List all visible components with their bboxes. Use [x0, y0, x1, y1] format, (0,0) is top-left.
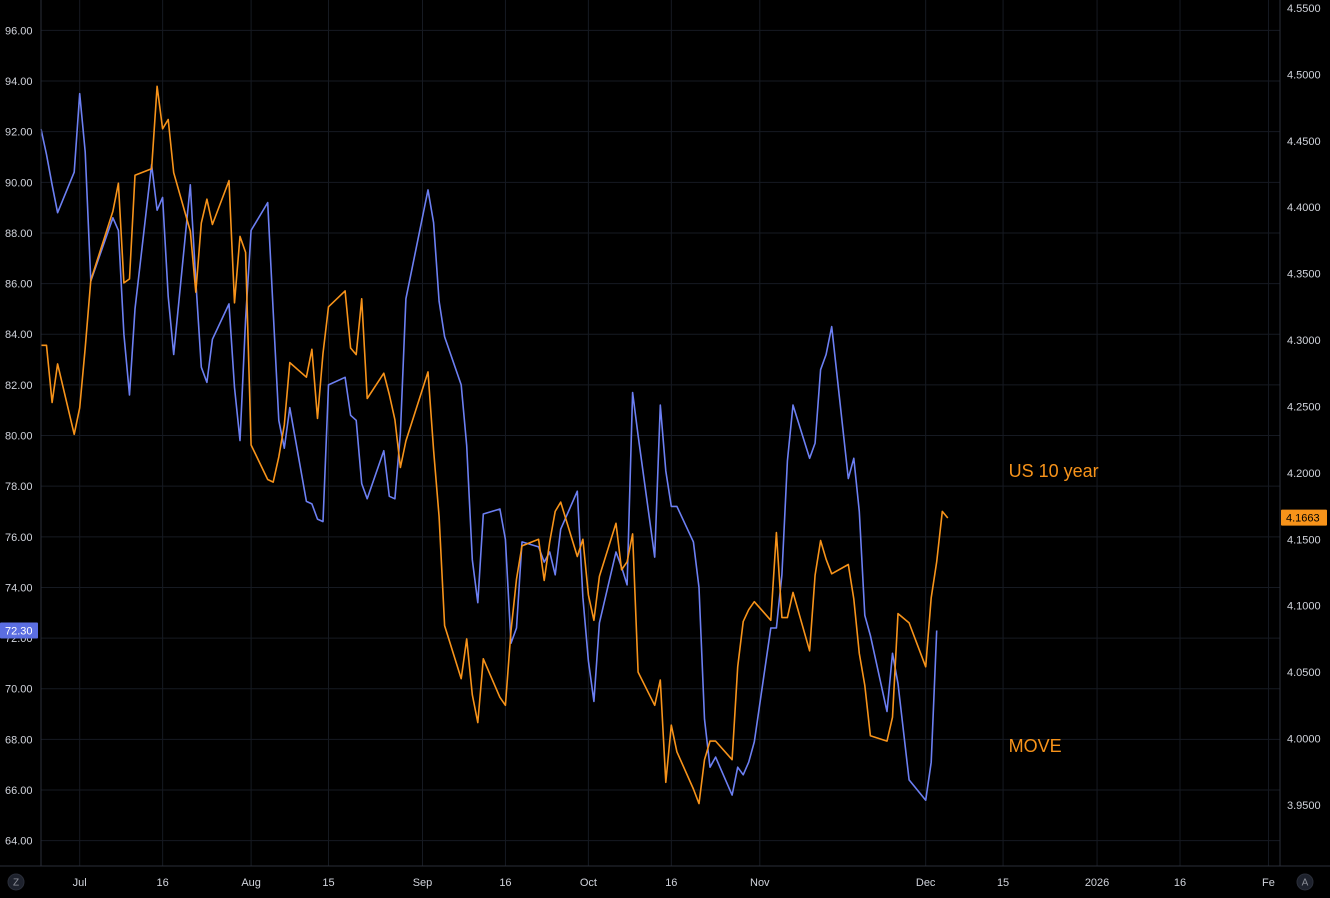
- right-axis-tick-label: 4.5500: [1287, 3, 1321, 15]
- right-price-axis[interactable]: 3.9500 4.0000 4.0500 4.1000 4.1500 4.2000 4.25…: [1287, 3, 1321, 812]
- right-axis-tick-label: 4.3000: [1287, 335, 1321, 347]
- left-axis-tick-label: 78.00: [5, 481, 33, 493]
- left-axis-tick-label: 96.00: [5, 25, 33, 37]
- right-axis-tick-label: 4.2000: [1287, 468, 1321, 480]
- left-axis-tick-label: 88.00: [5, 228, 33, 240]
- left-axis-tick-label: 92.00: [5, 127, 33, 139]
- right-axis-tick-label: 4.1500: [1287, 534, 1321, 546]
- right-axis-tick-label: 4.3500: [1287, 269, 1321, 281]
- left-axis-tick-label: 64.00: [5, 836, 33, 848]
- right-last-value-badge: [1281, 509, 1327, 526]
- chart-annotation: US 10 year: [1009, 461, 1099, 481]
- time-axis-tick-label: Dec: [916, 877, 936, 889]
- series-layer: [40, 85, 949, 805]
- time-axis-tick-label: Sep: [413, 877, 433, 889]
- time-axis-tick-label: 15: [997, 877, 1009, 889]
- time-axis-tick-label: 2026: [1085, 877, 1109, 889]
- time-axis-tick-label: Aug: [241, 877, 261, 889]
- series-line-right-axis: [41, 85, 949, 805]
- time-axis[interactable]: Jul 16 Aug 15 Sep 16 Oct 16 Nov Dec 15 2026 16 Fe: [73, 877, 1275, 889]
- left-last-value-badge: [0, 622, 38, 639]
- right-axis-tick-label: 4.4500: [1287, 136, 1321, 148]
- time-axis-tick-label: 15: [322, 877, 334, 889]
- right-axis-tick-label: 4.4000: [1287, 202, 1321, 214]
- grid-lines: [41, 0, 1280, 866]
- time-axis-tick-label: Jul: [73, 877, 87, 889]
- right-axis-tick-label: 4.5000: [1287, 69, 1321, 81]
- left-axis-tick-label: 66.00: [5, 785, 33, 797]
- left-axis-tick-label: 80.00: [5, 431, 33, 443]
- series-line-left-axis: [40, 92, 938, 801]
- last-value-badges: 72.30 4.1663: [0, 509, 1327, 639]
- right-last-value-label: 4.1663: [1286, 513, 1320, 525]
- left-axis-tick-label: 94.00: [5, 76, 33, 88]
- right-axis-tick-label: 4.0000: [1287, 733, 1321, 745]
- auto-scale-right-button[interactable]: A: [1296, 873, 1314, 891]
- chart-annotation: MOVE: [1009, 736, 1062, 756]
- left-axis-tick-label: 84.00: [5, 329, 33, 341]
- right-axis-tick-label: 4.2500: [1287, 401, 1321, 413]
- left-axis-tick-label: 86.00: [5, 279, 33, 291]
- left-price-axis[interactable]: 64.0066.0068.0070.0072.0074.0076.0078.00…: [5, 25, 33, 847]
- time-axis-tick-label: Nov: [750, 877, 770, 889]
- time-axis-tick-label: Fe: [1262, 877, 1275, 889]
- left-axis-tick-label: 76.00: [5, 532, 33, 544]
- left-axis-tick-label: 68.00: [5, 734, 33, 746]
- time-axis-tick-label: Oct: [580, 877, 597, 889]
- auto-scale-left-button[interactable]: Z: [7, 873, 25, 891]
- annotation-layer: US 10 year MOVE: [1009, 461, 1099, 756]
- right-axis-tick-label: 4.1000: [1287, 601, 1321, 613]
- auto-scale-right-label: A: [1302, 878, 1309, 889]
- time-axis-tick-label: 16: [665, 877, 677, 889]
- auto-scale-left-label: Z: [13, 878, 19, 889]
- time-axis-tick-label: 16: [499, 877, 511, 889]
- time-axis-tick-label: 16: [1174, 877, 1186, 889]
- right-axis-tick-label: 3.9500: [1287, 800, 1321, 812]
- time-axis-tick-label: 16: [157, 877, 169, 889]
- left-last-value-label: 72.30: [5, 626, 33, 638]
- left-axis-tick-label: 74.00: [5, 582, 33, 594]
- left-axis-tick-label: 82.00: [5, 380, 33, 392]
- left-axis-tick-label: 90.00: [5, 177, 33, 189]
- right-axis-tick-label: 4.0500: [1287, 667, 1321, 679]
- left-axis-tick-label: 70.00: [5, 684, 33, 696]
